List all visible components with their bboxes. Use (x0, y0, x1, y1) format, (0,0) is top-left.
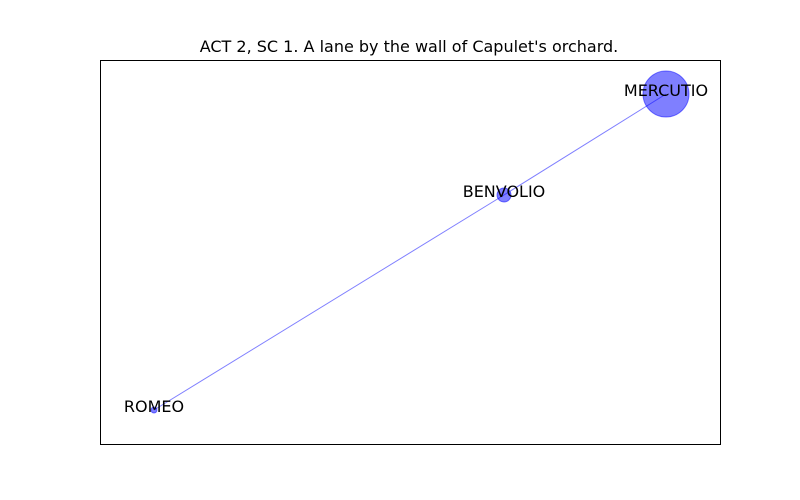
labels-layer: ROMEO BENVOLIO MERCUTIO (124, 81, 708, 416)
edge-benvolio-mercutio (503, 93, 667, 196)
edge-romeo-benvolio (153, 194, 505, 411)
nodes-layer (150, 70, 690, 414)
plot-title: ACT 2, SC 1. A lane by the wall of Capul… (200, 37, 619, 56)
edges-layer (153, 93, 667, 411)
node-label-benvolio: BENVOLIO (463, 182, 546, 201)
plot-frame (100, 60, 721, 445)
node-label-mercutio: MERCUTIO (624, 81, 708, 100)
node-mercutio (642, 70, 690, 118)
node-romeo (150, 406, 158, 414)
node-benvolio (496, 187, 512, 203)
node-label-romeo: ROMEO (124, 397, 184, 416)
